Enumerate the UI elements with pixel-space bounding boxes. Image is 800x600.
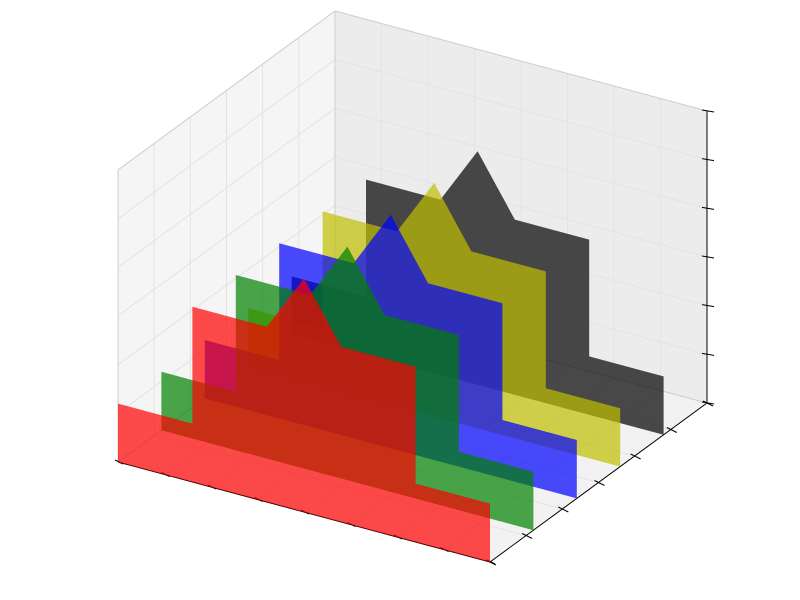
y-tick [630, 453, 641, 460]
y-tick [558, 506, 569, 513]
grid-z-back [334, 107, 708, 209]
pane-edge [117, 10, 336, 171]
z-tick [701, 109, 715, 113]
z-tick [701, 401, 715, 405]
z-tick [701, 206, 715, 210]
grid-z-left [117, 107, 336, 268]
z-tick [701, 158, 715, 162]
z-tick [701, 352, 715, 356]
grid-z-left [117, 59, 336, 220]
grid-z-left [117, 205, 336, 366]
z-tick [701, 304, 715, 308]
series-polygon-y0 [118, 278, 490, 562]
y-tick [594, 480, 605, 486]
grid-z-back [334, 156, 708, 258]
y-tick [666, 427, 678, 433]
series-polygons [118, 151, 664, 562]
pane-edge [334, 10, 708, 112]
grid-z-back [334, 59, 708, 161]
z-tick [701, 255, 715, 259]
y-tick [521, 533, 533, 539]
grid-z-left [117, 156, 336, 317]
